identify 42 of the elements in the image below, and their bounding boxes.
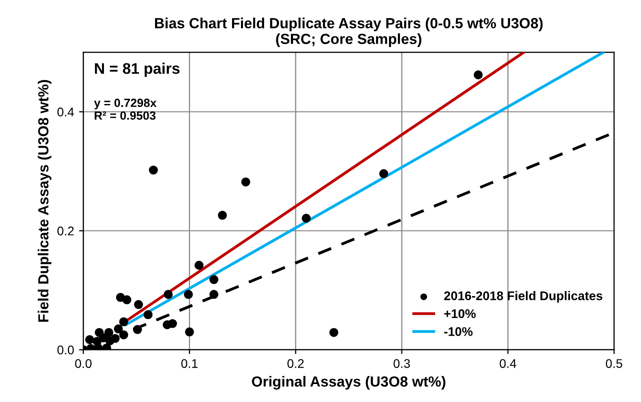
x-tick-label: 0.4 <box>500 359 516 368</box>
y-tick-label: 0.0 <box>57 346 74 354</box>
annotation: y = 0.7298x R² = 0.9503 <box>94 98 157 120</box>
point <box>132 325 142 334</box>
point <box>184 290 193 299</box>
point <box>194 260 204 270</box>
x-tick-label: 0.3 <box>394 359 410 368</box>
legend-label: +10% <box>444 309 476 318</box>
x-tick-label: 0.5 <box>606 359 622 368</box>
legend-label: -10% <box>444 327 473 336</box>
point <box>209 275 218 284</box>
point <box>104 328 114 337</box>
point <box>209 290 218 299</box>
x-tick-label: 0.2 <box>287 359 304 368</box>
x-tick-label: 0.0 <box>75 359 92 368</box>
point <box>119 330 128 340</box>
point <box>218 210 227 220</box>
y-tick-label: 0.2 <box>57 226 74 236</box>
point <box>102 343 112 350</box>
point <box>302 214 311 223</box>
chart-title: Bias Chart Field Duplicate Assay Pairs (0-0.5 wt% U3O8) (SRC; Core Samples) <box>155 18 543 47</box>
legend-label: 2016-2018 Field Duplicates <box>444 291 602 303</box>
point <box>122 295 132 304</box>
point <box>329 328 338 337</box>
point <box>92 336 102 346</box>
point <box>184 327 194 336</box>
point <box>379 169 388 178</box>
y-axis-title: Field Duplicate Assays (U3O8 wt%) <box>38 80 52 322</box>
y-tick-label: 0.4 <box>57 108 74 116</box>
point <box>474 70 483 80</box>
x-tick-label: 0.1 <box>181 359 198 368</box>
point <box>114 324 123 334</box>
point <box>134 300 144 310</box>
point <box>148 166 158 175</box>
annotation: N = 81 pairs <box>94 62 180 77</box>
point <box>164 290 173 299</box>
point <box>85 335 94 344</box>
point <box>144 310 153 320</box>
point <box>119 317 128 326</box>
x-axis-title: Original Assays (U3O8 wt%) <box>252 376 446 390</box>
point <box>110 334 120 343</box>
point <box>241 177 250 186</box>
